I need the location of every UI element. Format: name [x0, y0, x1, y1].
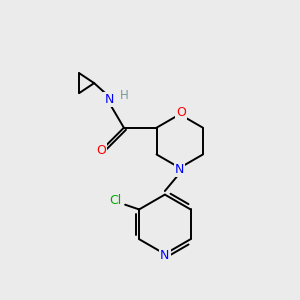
- Text: O: O: [176, 106, 186, 119]
- Text: N: N: [104, 93, 114, 106]
- Text: N: N: [175, 163, 184, 176]
- Text: H: H: [119, 88, 128, 101]
- Text: N: N: [160, 249, 170, 262]
- Text: Cl: Cl: [109, 194, 122, 207]
- Text: O: O: [96, 144, 106, 157]
